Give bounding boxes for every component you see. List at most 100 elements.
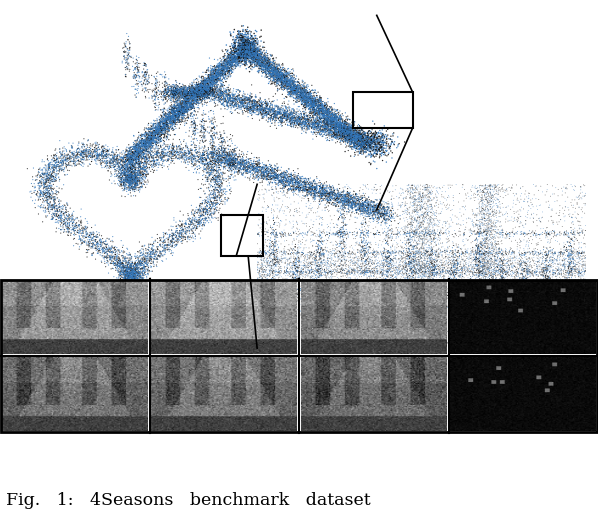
Point: [408, 270, 417, 278]
Point: [264, 64, 273, 72]
Point: [102, 157, 112, 165]
Point: [124, 280, 134, 288]
Point: [475, 258, 485, 266]
Point: [136, 182, 145, 190]
Point: [190, 107, 199, 115]
Point: [274, 176, 284, 184]
Point: [263, 290, 272, 298]
Point: [87, 240, 96, 248]
Point: [218, 175, 227, 183]
Point: [477, 213, 487, 221]
Point: [117, 178, 127, 186]
Point: [274, 105, 284, 113]
Point: [321, 106, 330, 114]
Point: [168, 108, 178, 116]
Point: [200, 148, 209, 157]
Point: [191, 88, 200, 96]
Point: [490, 313, 499, 321]
Point: [282, 167, 291, 175]
Point: [477, 200, 487, 208]
Point: [308, 103, 318, 112]
Point: [242, 65, 251, 73]
Point: [471, 260, 481, 268]
Point: [316, 120, 325, 129]
Point: [164, 113, 174, 121]
Point: [441, 337, 450, 345]
Point: [490, 277, 499, 285]
Point: [352, 137, 361, 145]
Point: [191, 92, 201, 100]
Point: [356, 141, 366, 149]
Point: [312, 99, 321, 107]
Point: [484, 189, 493, 198]
Point: [344, 126, 353, 134]
Point: [185, 100, 195, 108]
Point: [293, 82, 303, 91]
Point: [470, 305, 480, 313]
Point: [346, 140, 355, 148]
Point: [138, 249, 148, 257]
Point: [413, 225, 423, 233]
Point: [176, 86, 185, 94]
Point: [255, 267, 264, 275]
Point: [213, 150, 222, 158]
Point: [406, 224, 416, 232]
Point: [199, 93, 208, 101]
Point: [563, 229, 573, 237]
Point: [573, 210, 583, 219]
Point: [233, 56, 243, 64]
Point: [197, 83, 206, 92]
Point: [564, 263, 573, 271]
Point: [218, 138, 228, 146]
Point: [205, 201, 215, 209]
Point: [490, 280, 499, 288]
Point: [133, 65, 142, 73]
Point: [168, 92, 178, 100]
Point: [410, 328, 420, 336]
Point: [274, 283, 283, 291]
Point: [340, 246, 349, 254]
Point: [491, 228, 501, 236]
Point: [306, 258, 315, 266]
Point: [411, 231, 421, 240]
Point: [180, 105, 190, 113]
Point: [355, 204, 365, 212]
Point: [45, 190, 54, 198]
Point: [152, 127, 161, 136]
Point: [124, 180, 134, 188]
Point: [207, 150, 216, 158]
Point: [197, 83, 206, 92]
Point: [257, 61, 267, 69]
Point: [323, 260, 332, 268]
Point: [160, 104, 169, 112]
Point: [419, 312, 429, 321]
Point: [475, 249, 484, 257]
Point: [352, 136, 361, 144]
Point: [423, 307, 432, 315]
Point: [314, 100, 324, 109]
Point: [191, 125, 201, 134]
Point: [200, 151, 209, 159]
Point: [199, 133, 208, 141]
Point: [171, 85, 181, 93]
Point: [157, 116, 167, 124]
Point: [429, 314, 439, 323]
Point: [196, 194, 206, 202]
Point: [525, 272, 535, 280]
Point: [146, 253, 155, 261]
Point: [482, 225, 492, 233]
Point: [570, 265, 579, 273]
Point: [112, 155, 121, 163]
Point: [199, 84, 209, 93]
Point: [234, 157, 243, 165]
Point: [265, 102, 274, 111]
Point: [203, 76, 213, 84]
Point: [368, 206, 377, 214]
Point: [472, 266, 481, 274]
Point: [228, 47, 238, 55]
Point: [389, 261, 399, 269]
Point: [275, 69, 285, 77]
Point: [548, 269, 558, 278]
Point: [143, 133, 152, 141]
Point: [463, 265, 472, 273]
